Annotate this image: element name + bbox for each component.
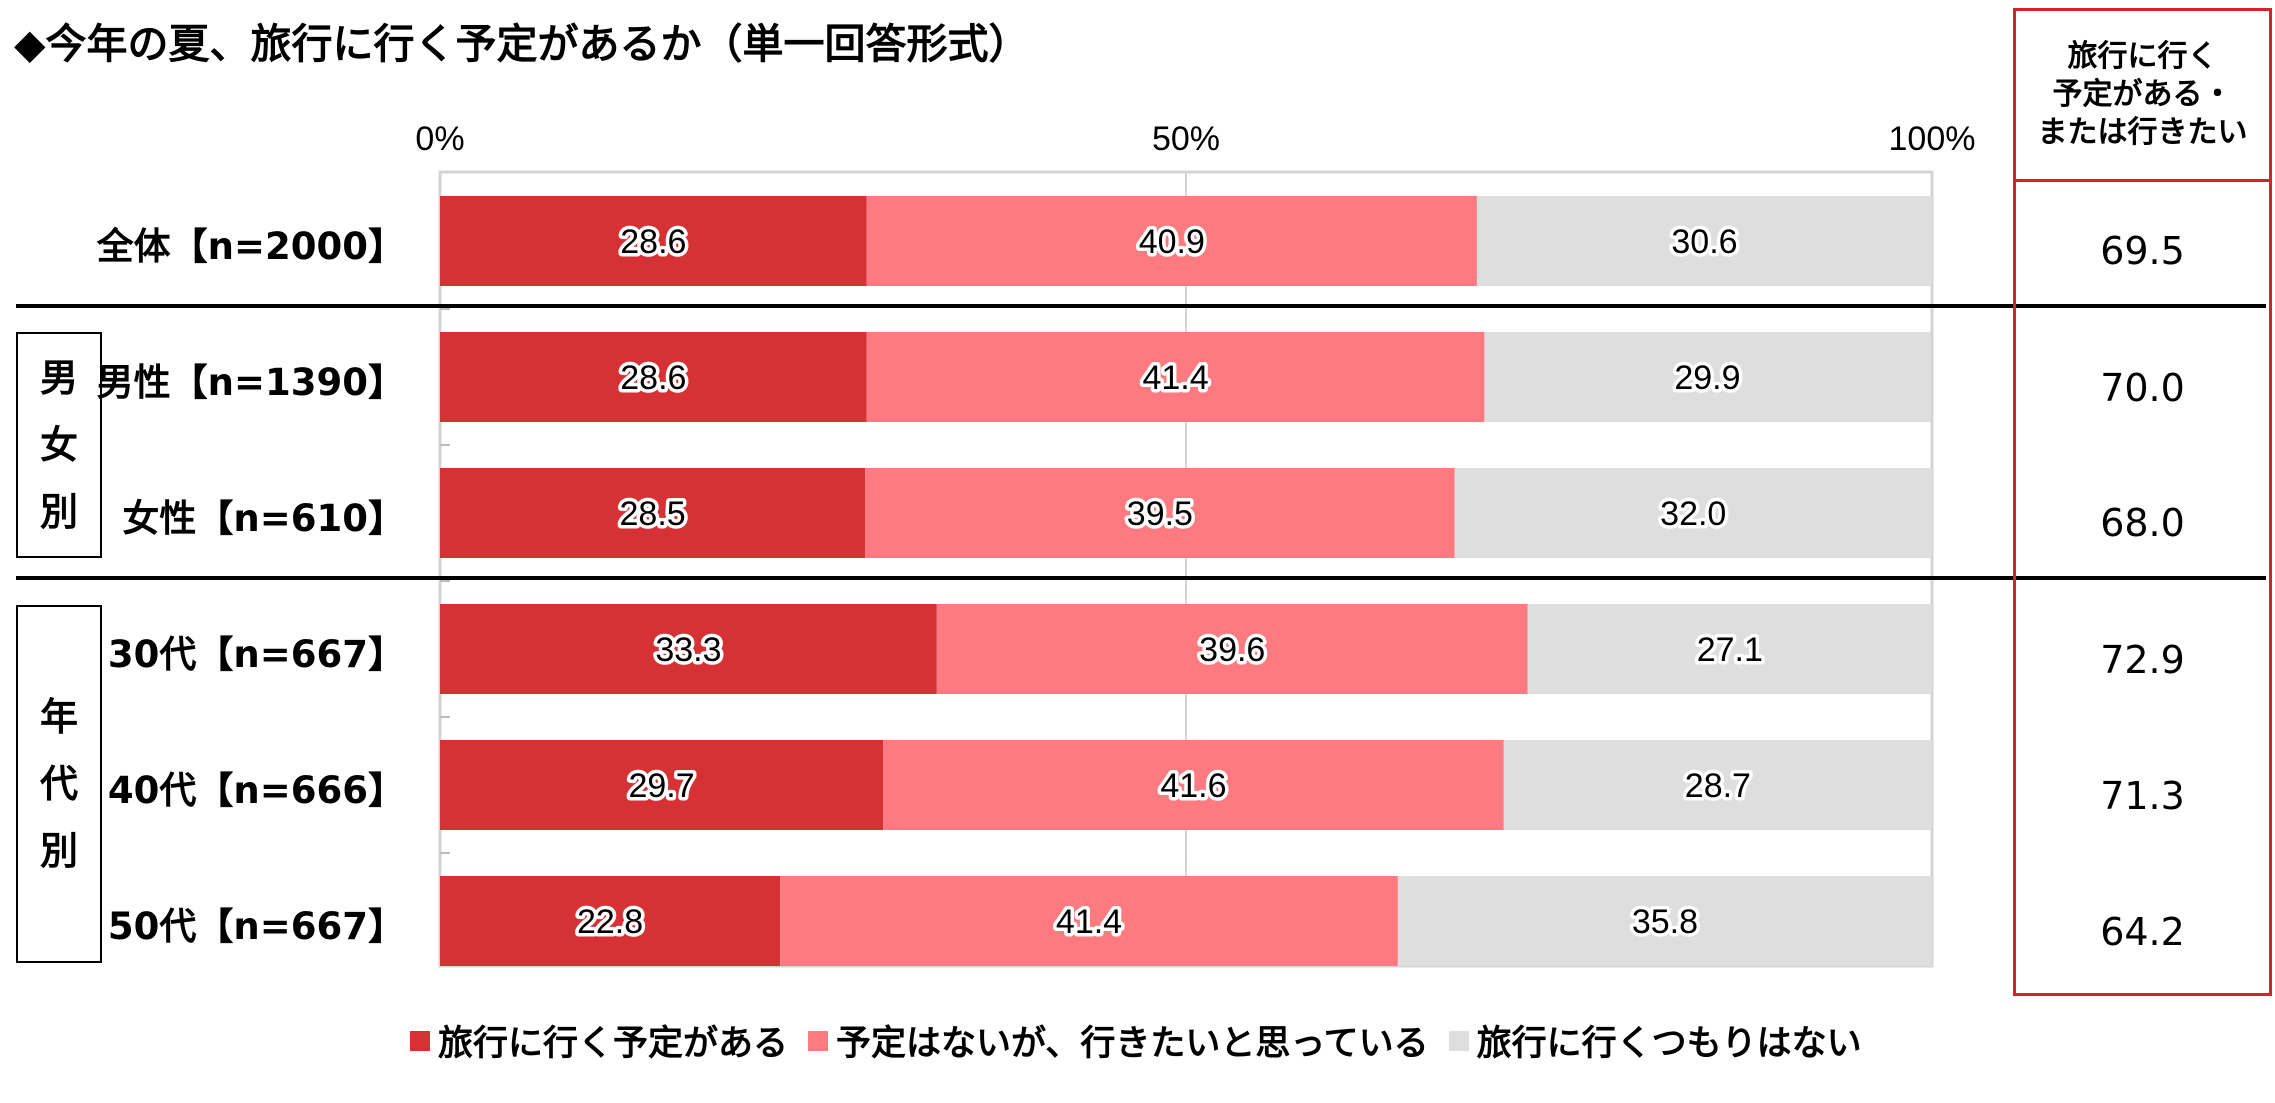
bar-segment	[780, 876, 1398, 966]
bar-segment	[1397, 876, 1932, 966]
row-label: 40代【n=666】	[107, 769, 405, 812]
data-label: 28.6	[620, 223, 686, 261]
age-group-char: 代	[39, 761, 78, 806]
data-label: 29.9	[1674, 359, 1740, 397]
gender-group-box: 男 女 別	[16, 332, 102, 558]
age-group-char: 別	[39, 828, 78, 873]
summary-header-line: 予定がある・	[2052, 77, 2233, 112]
gender-group-char: 男	[39, 355, 78, 400]
separator-line	[16, 576, 2266, 580]
legend-item-none: 旅行に行くつもりはない	[1448, 1015, 1862, 1066]
summary-value: 71.3	[2100, 774, 2185, 818]
summary-panel: 旅行に行く 予定がある・ または行きたい 69.5 70.0 68.0 72.9…	[2013, 8, 2272, 996]
row-label: 50代【n=667】	[107, 905, 405, 948]
bar-segment	[883, 740, 1504, 830]
data-label: 40.9	[1139, 223, 1205, 261]
data-label: 33.3	[655, 631, 721, 669]
summary-value: 64.2	[2100, 910, 2185, 954]
x-tick-label: 50%	[1152, 120, 1220, 158]
x-tick-label: 0%	[415, 120, 464, 158]
bar-segment	[1503, 740, 1932, 830]
data-label: 41.6	[1160, 767, 1226, 805]
data-label: 41.4	[1056, 903, 1122, 941]
bar-segment	[865, 468, 1455, 558]
data-label: 28.5	[620, 495, 686, 533]
data-label: 41.4	[1142, 359, 1208, 397]
data-label: 39.6	[1199, 631, 1265, 669]
legend-label: 予定はないが、行きたいと思っている	[836, 1024, 1429, 1064]
bar-segment	[440, 604, 937, 694]
row-label: 男性【n=1390】	[96, 361, 405, 404]
data-label: 39.5	[1127, 495, 1193, 533]
bar-segment	[440, 740, 884, 830]
x-tick-label: 100%	[1889, 120, 1976, 158]
bar-segment	[1484, 332, 1931, 422]
summary-header-line: または行きたい	[2037, 115, 2248, 150]
chart-legend: 旅行に行く予定がある 予定はないが、行きたいと思っている 旅行に行くつもりはない	[410, 1015, 1882, 1066]
data-label: 27.1	[1697, 631, 1763, 669]
legend-label: 旅行に行くつもりはない	[1476, 1024, 1862, 1064]
legend-swatch	[808, 1030, 829, 1051]
legend-item-want: 予定はないが、行きたいと思っている	[808, 1015, 1429, 1066]
data-label: 35.8	[1632, 903, 1698, 941]
data-label: 28.7	[1685, 767, 1751, 805]
chart-title: ◆今年の夏、旅行に行く予定があるか（単一回答形式）	[14, 20, 1030, 68]
data-label: 32.0	[1660, 495, 1726, 533]
gender-group-char: 女	[39, 422, 78, 467]
legend-item-plan: 旅行に行く予定がある	[410, 1015, 788, 1066]
data-label: 30.6	[1671, 223, 1737, 261]
bar-segment	[440, 196, 867, 286]
summary-value: 69.5	[2100, 229, 2185, 273]
legend-swatch	[410, 1030, 430, 1051]
summary-value: 72.9	[2100, 638, 2185, 682]
summary-header: 旅行に行く 予定がある・ または行きたい	[2016, 11, 2269, 182]
age-group-box: 年 代 別	[16, 605, 102, 963]
summary-value: 70.0	[2100, 366, 2185, 410]
row-label: 全体【n=2000】	[96, 225, 405, 268]
bar-segment	[440, 468, 866, 558]
bar-segment	[1454, 468, 1932, 558]
bar-segment	[936, 604, 1528, 694]
data-label: 22.8	[577, 903, 643, 941]
bar-segment	[866, 196, 1477, 286]
summary-value: 68.0	[2100, 501, 2185, 545]
legend-label: 旅行に行く予定がある	[438, 1024, 789, 1064]
bar-segment	[1476, 196, 1932, 286]
bar-segment	[1527, 604, 1932, 694]
bar-segment	[440, 332, 867, 422]
separator-line	[16, 304, 2266, 308]
summary-header-line: 旅行に行く	[2067, 39, 2218, 74]
data-label: 29.7	[628, 767, 694, 805]
gender-group-char: 別	[39, 489, 78, 534]
row-label: 30代【n=667】	[107, 633, 405, 676]
bar-segment	[440, 876, 781, 966]
legend-swatch	[1448, 1030, 1469, 1051]
row-label: 女性【n=610】	[122, 497, 405, 540]
data-label: 28.6	[620, 359, 686, 397]
bar-segment	[866, 332, 1485, 422]
age-group-char: 年	[39, 694, 78, 739]
